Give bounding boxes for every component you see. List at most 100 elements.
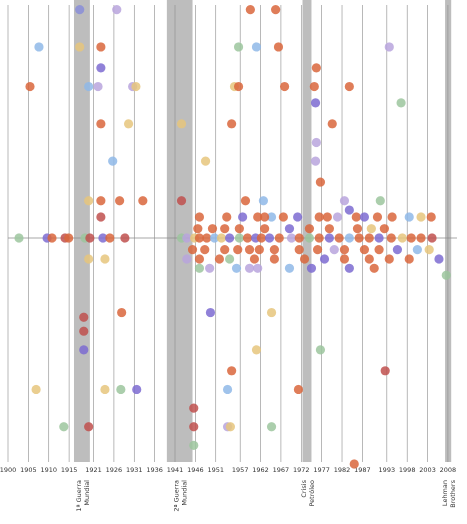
event-dot xyxy=(311,63,321,73)
event-dot xyxy=(254,245,264,255)
event-dot xyxy=(222,384,233,395)
event-dot xyxy=(366,224,376,234)
event-dot xyxy=(189,422,199,432)
event-dot xyxy=(412,245,422,255)
event-dot xyxy=(216,233,227,243)
event-dot xyxy=(364,233,374,243)
event-dot xyxy=(182,254,192,264)
event-dot xyxy=(84,196,94,206)
event-dot xyxy=(75,5,85,15)
event-dot xyxy=(253,263,263,273)
x-tick-label: 1951 xyxy=(207,466,224,474)
event-dot xyxy=(115,196,125,206)
event-dot xyxy=(352,224,363,234)
x-tick-label: 1987 xyxy=(354,466,371,474)
event-dot xyxy=(384,254,394,264)
event-dot xyxy=(14,233,24,243)
event-dot xyxy=(349,459,359,469)
event-dot xyxy=(193,224,203,234)
event-band xyxy=(166,0,193,462)
event-dot xyxy=(374,245,384,255)
event-dot xyxy=(324,224,334,234)
event-dot xyxy=(315,177,326,187)
event-dot xyxy=(131,81,141,92)
event-dot xyxy=(426,212,436,222)
event-dot xyxy=(187,245,198,255)
event-dot xyxy=(351,212,361,222)
event-dot xyxy=(315,345,326,355)
event-dot xyxy=(339,196,350,206)
event-dot xyxy=(269,254,279,264)
event-dot xyxy=(200,156,211,166)
event-dot xyxy=(284,224,295,234)
x-tick-label: 1941 xyxy=(167,466,184,474)
event-dot xyxy=(220,245,230,255)
event-dot xyxy=(258,196,269,206)
event-dot xyxy=(304,224,315,234)
event-dot xyxy=(314,233,324,243)
event-dot xyxy=(372,212,383,222)
event-dot xyxy=(312,245,323,255)
event-dot xyxy=(231,263,242,273)
event-dot xyxy=(327,119,337,129)
event-dot xyxy=(274,233,284,243)
event-dot xyxy=(299,254,310,264)
event-dot xyxy=(387,212,397,222)
event-dot xyxy=(344,233,354,243)
event-dot xyxy=(266,212,277,222)
event-dot xyxy=(96,119,106,129)
event-dot xyxy=(278,212,288,222)
event-dot xyxy=(84,422,94,432)
x-tick-label: 1967 xyxy=(273,466,290,474)
event-dot xyxy=(100,384,110,395)
event-band xyxy=(73,0,90,462)
event-dot xyxy=(251,42,262,52)
event-dot xyxy=(397,233,407,243)
x-tick-label: 1993 xyxy=(379,466,396,474)
event-dot xyxy=(224,254,235,264)
event-dot xyxy=(96,212,106,222)
event-dot xyxy=(344,205,354,215)
event-dot xyxy=(310,156,321,166)
event-dot xyxy=(105,233,115,243)
event-dot xyxy=(96,42,106,52)
event-dot xyxy=(245,5,255,15)
event-dot xyxy=(369,263,379,273)
event-dot xyxy=(249,254,260,264)
event-dot xyxy=(189,440,199,450)
event-dot xyxy=(194,212,205,222)
event-dot xyxy=(406,233,416,243)
event-dot xyxy=(374,233,384,243)
event-dot xyxy=(266,422,277,432)
event-dot xyxy=(256,233,266,243)
event-dot xyxy=(220,224,230,234)
event-dot xyxy=(112,5,122,15)
event-dot xyxy=(233,245,243,255)
event-dot xyxy=(416,212,426,222)
event-dot xyxy=(79,312,89,322)
event-dot xyxy=(182,233,192,243)
event-dot xyxy=(234,233,244,243)
event-dot xyxy=(225,422,236,432)
event-dot xyxy=(227,366,237,376)
x-tick-label: 2008 xyxy=(440,466,457,474)
event-dot xyxy=(100,254,110,264)
event-dot xyxy=(310,98,321,108)
event-dot xyxy=(244,263,255,273)
event-dot xyxy=(176,119,187,129)
event-dot xyxy=(227,119,237,129)
event-dot xyxy=(34,42,44,52)
event-label: Mundial xyxy=(83,480,91,506)
event-dot xyxy=(224,233,235,243)
event-dot xyxy=(329,245,339,255)
event-dot xyxy=(364,254,374,264)
event-dot xyxy=(294,245,304,255)
x-tick-label: 1962 xyxy=(252,466,269,474)
event-dot xyxy=(359,212,370,222)
event-dot xyxy=(311,137,321,148)
x-tick-label: 1998 xyxy=(399,466,416,474)
event-dot xyxy=(233,81,244,92)
event-dot xyxy=(200,245,210,255)
x-tick-label: 1931 xyxy=(126,466,143,474)
